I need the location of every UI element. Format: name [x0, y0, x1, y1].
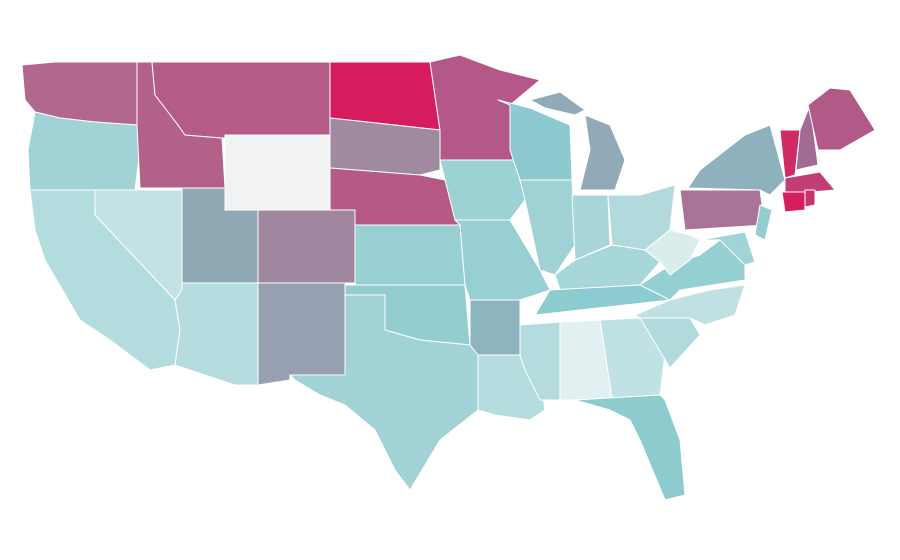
state — [779, 129, 801, 179]
state — [781, 191, 806, 213]
state — [687, 124, 786, 196]
state — [574, 394, 686, 501]
state — [174, 282, 259, 386]
state — [784, 171, 836, 194]
state — [151, 61, 331, 139]
state — [257, 282, 346, 386]
state — [289, 294, 479, 491]
state — [224, 134, 331, 211]
state — [529, 91, 626, 191]
state — [644, 229, 701, 276]
state — [679, 189, 766, 231]
state — [804, 189, 816, 208]
state — [354, 224, 466, 286]
state — [634, 284, 746, 326]
state — [469, 299, 521, 356]
state — [599, 317, 666, 399]
state — [807, 87, 876, 151]
state — [795, 104, 819, 171]
state — [27, 111, 141, 191]
state — [257, 209, 356, 284]
state — [754, 204, 773, 241]
state — [439, 159, 526, 221]
state — [329, 117, 441, 176]
state — [571, 194, 611, 261]
state — [699, 231, 756, 266]
